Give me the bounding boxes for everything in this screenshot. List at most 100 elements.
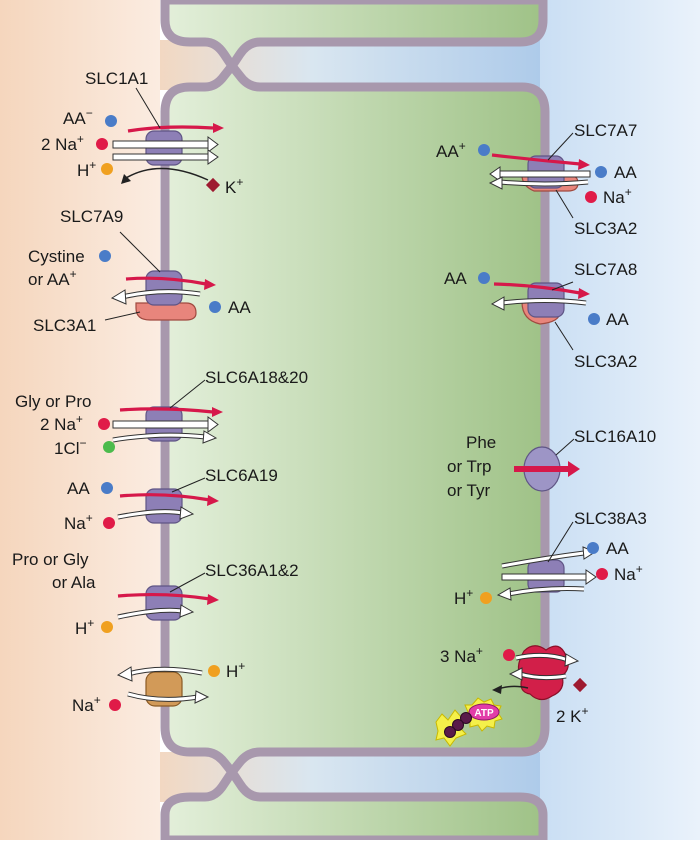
potassium-ion bbox=[205, 177, 221, 193]
k-efflux-arrow bbox=[125, 167, 209, 181]
slc6a19-transporter bbox=[117, 477, 219, 524]
arrowhead bbox=[207, 149, 219, 165]
slc7a7-label: SLC7A7 bbox=[574, 121, 637, 140]
na-label: Na+ bbox=[64, 511, 93, 533]
slc3a2-label: SLC3A2 bbox=[574, 352, 637, 371]
arrowhead bbox=[207, 594, 219, 605]
slc3a1-heavy-chain bbox=[135, 302, 197, 321]
k-label: K+ bbox=[225, 175, 243, 197]
k-influx-arrow bbox=[519, 672, 567, 680]
aa-out-label: AA bbox=[614, 163, 637, 182]
slc3a2-label: SLC3A2 bbox=[574, 219, 637, 238]
aromatic-aa-efflux-arrow bbox=[514, 466, 570, 472]
slc7a7-transporter bbox=[488, 132, 591, 219]
na-k-atpase bbox=[492, 645, 580, 701]
na-label: Na+ bbox=[614, 562, 643, 584]
substrate-influx-arrow bbox=[117, 592, 211, 601]
amino-acid-ion bbox=[587, 542, 599, 554]
aa-label: AA− bbox=[63, 106, 93, 128]
aa-out-label: AA bbox=[228, 298, 251, 317]
leader-line bbox=[554, 321, 574, 351]
leader-line bbox=[169, 379, 206, 409]
proton-ion bbox=[101, 163, 113, 175]
slc1a1-transporter bbox=[112, 87, 224, 184]
aa-in-label: AA+ bbox=[436, 139, 466, 161]
atp-badge bbox=[468, 703, 500, 721]
arrowhead bbox=[585, 569, 597, 585]
h-label: H+ bbox=[226, 659, 245, 681]
na-influx-arrow bbox=[499, 180, 589, 186]
sodium-ion bbox=[96, 138, 108, 150]
leader-line bbox=[547, 132, 574, 161]
sodium-ion bbox=[503, 649, 515, 661]
cystine-label: Cystine bbox=[28, 247, 85, 266]
h-influx-arrow bbox=[507, 587, 585, 596]
aa-in-label: AA bbox=[444, 269, 467, 288]
aa-influx-arrow bbox=[497, 170, 591, 178]
arrowhead bbox=[488, 176, 503, 190]
slc7a8-label: SLC7A8 bbox=[574, 260, 637, 279]
arrowhead bbox=[179, 604, 195, 618]
slc16a10-label: SLC16A10 bbox=[574, 427, 656, 446]
cl-label: 1Cl− bbox=[54, 436, 87, 458]
slc1a1-label: SLC1A1 bbox=[85, 69, 148, 88]
slc7a8-transporter bbox=[490, 281, 590, 351]
leader-line bbox=[135, 87, 161, 129]
amino-acid-ion bbox=[588, 313, 600, 325]
or-tyr-label: or Tyr bbox=[447, 481, 490, 500]
arrowhead bbox=[496, 587, 512, 601]
arrowhead bbox=[204, 279, 216, 290]
slc38a3-label: SLC38A3 bbox=[574, 509, 647, 528]
transporter-protein bbox=[145, 585, 183, 621]
slc36a1-2-transporter bbox=[117, 572, 219, 621]
arrowhead bbox=[207, 495, 219, 506]
slc6a19-label: SLC6A19 bbox=[205, 466, 278, 485]
na-label: Na+ bbox=[72, 693, 101, 715]
aa-efflux-arrow bbox=[493, 282, 581, 295]
leader-line bbox=[555, 438, 575, 456]
na-label: Na+ bbox=[603, 185, 632, 207]
aa-efflux-arrow bbox=[491, 153, 581, 166]
h-label: H+ bbox=[77, 158, 96, 180]
na-label: 2 Na+ bbox=[41, 132, 84, 154]
na-efflux-arrow bbox=[501, 573, 589, 581]
potassium-ion bbox=[572, 677, 588, 693]
aa-label: AA bbox=[67, 479, 90, 498]
arrowhead bbox=[568, 461, 580, 477]
leader-line bbox=[547, 521, 574, 563]
or-trp-label: or Trp bbox=[447, 457, 491, 476]
arrowhead bbox=[207, 416, 219, 433]
aa-label: AA bbox=[606, 539, 629, 558]
phosphate-bead bbox=[452, 719, 464, 731]
transporter-protein bbox=[145, 270, 183, 306]
sodium-ion bbox=[596, 568, 608, 580]
na-label: 2 Na+ bbox=[40, 412, 83, 434]
aa-efflux-arrow bbox=[121, 290, 201, 299]
arrowhead bbox=[490, 296, 505, 311]
na-label: 3 Na+ bbox=[440, 644, 483, 666]
slc16a10-transporter bbox=[514, 438, 580, 492]
arrowhead bbox=[578, 288, 590, 299]
or-ala-label: or Ala bbox=[52, 573, 96, 592]
leader-line bbox=[119, 231, 161, 273]
na-influx-arrow bbox=[112, 420, 211, 429]
amino-acid-ion bbox=[99, 250, 111, 262]
leader-line bbox=[551, 281, 574, 291]
amino-acid-ion bbox=[478, 272, 490, 284]
arrowhead bbox=[564, 653, 580, 667]
atp-molecule: ATP bbox=[435, 697, 503, 747]
na-influx-arrow bbox=[127, 692, 199, 701]
arrowhead bbox=[213, 123, 224, 133]
slc36a1-2-label: SLC36A1&2 bbox=[205, 561, 299, 580]
leader-line bbox=[555, 189, 574, 219]
arrowhead bbox=[492, 685, 502, 694]
pro-or-gly-label: Pro or Gly bbox=[12, 550, 89, 569]
lower-neighbor-cell bbox=[160, 763, 548, 845]
arrowhead bbox=[194, 690, 210, 704]
aa-out-label: AA bbox=[606, 310, 629, 329]
h-influx-arrow bbox=[117, 608, 183, 619]
gly-or-pro-label: Gly or Pro bbox=[15, 392, 92, 411]
chloride-ion bbox=[103, 441, 115, 453]
